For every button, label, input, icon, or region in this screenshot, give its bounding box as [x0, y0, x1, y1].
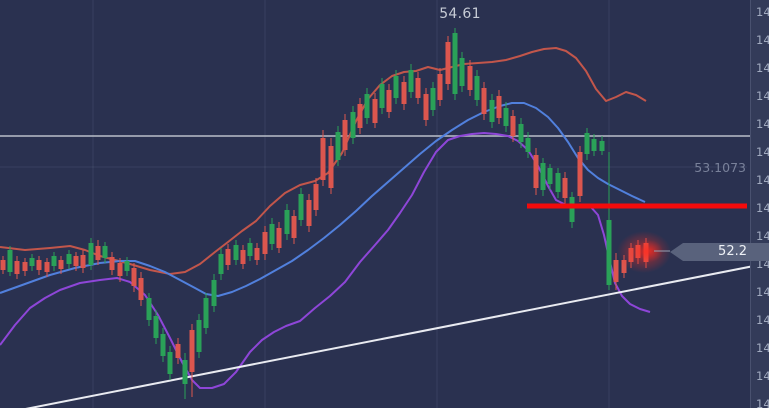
current-price-tag: 52.2 [670, 243, 769, 261]
last-price-glow-core [637, 240, 663, 262]
axis-tick-label: 14 [756, 33, 769, 47]
axis-tick-label: 14 [756, 5, 769, 19]
ascending-trendline [25, 262, 769, 408]
axis-tick-label: 14 [756, 313, 769, 327]
axis-tick-label: 14 [756, 89, 769, 103]
axis-tick-label: 14 [756, 341, 769, 355]
price-axis[interactable]: 141414141414141414141414141414 [750, 0, 769, 408]
candles-layer [0, 28, 649, 399]
current-price-value: 52.2 [718, 244, 747, 259]
axis-tick-label: 14 [756, 397, 769, 408]
axis-tick-label: 14 [756, 173, 769, 187]
axis-tick-label: 14 [756, 369, 769, 383]
middle-band-line [0, 102, 646, 297]
axis-tick-label: 14 [756, 117, 769, 131]
price-level-label: 53.1073 [694, 160, 746, 175]
axis-tick-label: 14 [756, 285, 769, 299]
upper-band-line [0, 47, 647, 275]
axis-tick-label: 14 [756, 145, 769, 159]
axis-tick-label: 14 [756, 229, 769, 243]
axis-tick-label: 14 [756, 61, 769, 75]
swing-high-price-label: 54.61 [439, 6, 481, 22]
axis-tick-label: 14 [756, 201, 769, 215]
grid-lines [0, 0, 747, 408]
